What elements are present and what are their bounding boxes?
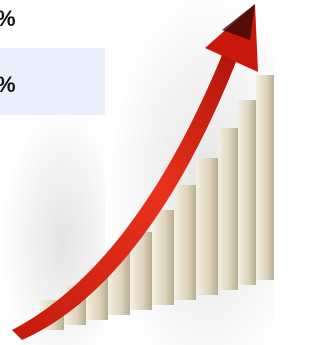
bar — [256, 75, 274, 280]
cell-text: % — [0, 6, 16, 31]
bar — [238, 100, 256, 285]
bar — [174, 185, 196, 300]
table-row: % — [0, 48, 105, 115]
bar — [152, 210, 174, 305]
table-row: % — [0, 0, 105, 48]
bar — [218, 128, 238, 290]
page: % % (() => { const data = JSON.parse(doc… — [0, 0, 274, 345]
bar — [196, 158, 218, 295]
cell-text: % — [0, 72, 16, 97]
